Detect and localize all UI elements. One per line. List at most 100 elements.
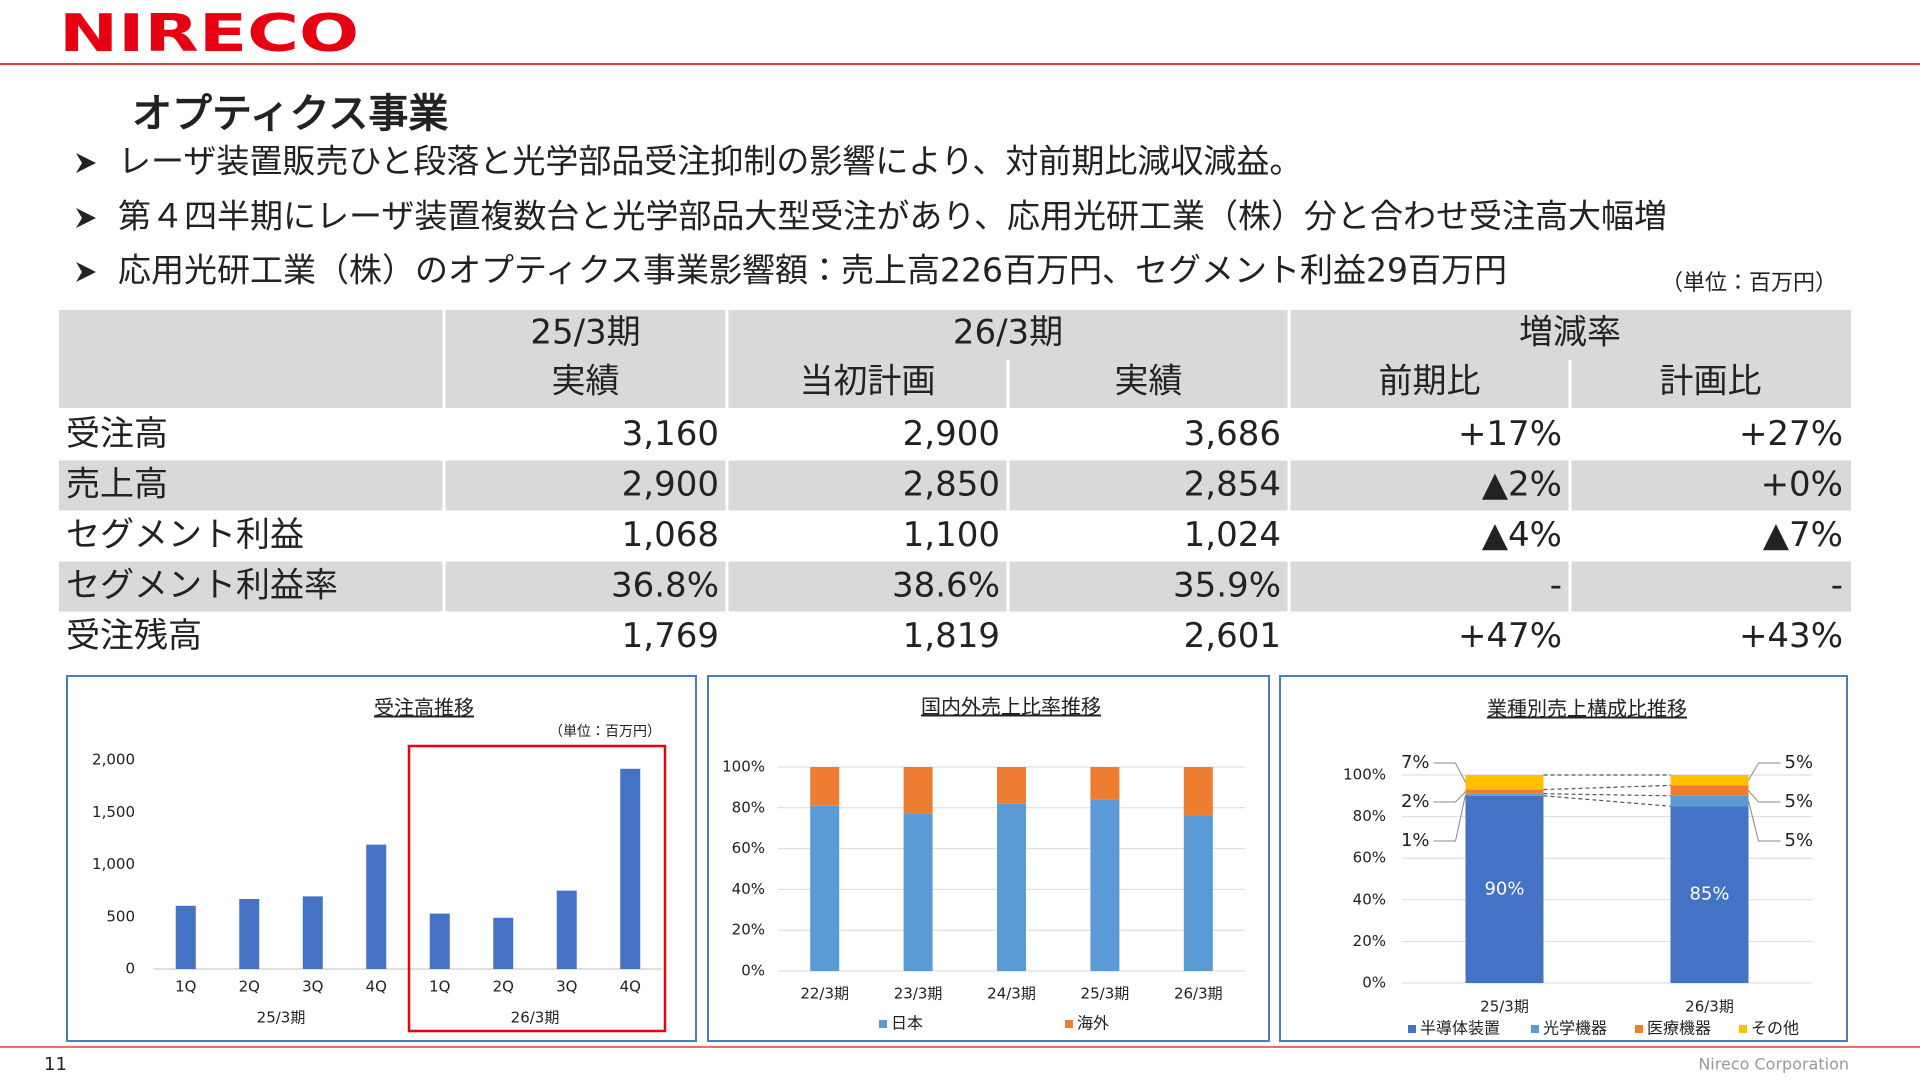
- legend-swatch: [1065, 1020, 1073, 1028]
- bar-segment: [1090, 767, 1120, 800]
- y-tick-label: 2,000: [92, 751, 135, 769]
- column-group: 25/3期: [530, 313, 640, 353]
- x-tick-label: 23/3期: [894, 985, 943, 1003]
- table-cell: ▲7%: [1763, 515, 1843, 555]
- x-tick-label: 4Q: [620, 978, 641, 996]
- y-tick-label: 20%: [1353, 932, 1386, 950]
- table-cell: 1,024: [1184, 515, 1281, 555]
- data-label: 90%: [1484, 878, 1524, 899]
- chart-panel: [707, 675, 1270, 1042]
- chart-title: 業種別売上構成比推移: [1487, 697, 1687, 721]
- x-tick-label: 4Q: [366, 978, 387, 996]
- page-number: 11: [44, 1054, 67, 1075]
- table-cell: +47%: [1458, 616, 1562, 656]
- data-label: 1%: [1401, 830, 1430, 851]
- table-cell: 3,160: [622, 414, 719, 454]
- leader-line: [1433, 791, 1466, 803]
- table-cell: 3,686: [1184, 414, 1281, 454]
- y-tick-label: 0: [125, 960, 135, 978]
- logo: NIRECO: [59, 4, 359, 64]
- chart-title: 受注高推移: [374, 696, 474, 720]
- x-tick-label: 1Q: [429, 978, 450, 996]
- series-line: [1543, 795, 1671, 807]
- bullet-text: 第４四半期にレーザ装置複数台と光学部品大型受注があり、応用光研工業（株）分と合わ…: [118, 197, 1667, 236]
- column-header: 実績: [552, 362, 620, 402]
- bar-segment: [1183, 767, 1213, 816]
- bar-segment: [997, 803, 1026, 971]
- bar: [302, 896, 323, 969]
- table: 受注高 3,160 2,900 3,686 +17% +27% 売上高 2,900 2,850 2…: [59, 310, 1851, 661]
- bullet-marker: [76, 262, 96, 282]
- bar: [429, 913, 450, 969]
- table-cell: +27%: [1739, 414, 1843, 454]
- bar-segment: [997, 767, 1026, 804]
- data-label: 2%: [1401, 791, 1430, 812]
- chart-unit: （単位：百万円）: [549, 724, 661, 740]
- y-tick-label: 100%: [722, 758, 765, 776]
- bar: [239, 898, 260, 969]
- table-cell: -: [1831, 566, 1843, 606]
- legend-label: 日本: [891, 1014, 923, 1033]
- y-tick-label: 40%: [1353, 890, 1386, 908]
- bullet-marker: [76, 153, 96, 173]
- x-tick-label: 26/3期: [1174, 985, 1223, 1003]
- x-tick-label: 1Q: [175, 978, 196, 996]
- table-header-bg: [59, 310, 1851, 408]
- x-tick-label: 24/3期: [987, 985, 1036, 1003]
- bar-segment: [1465, 775, 1544, 790]
- bar: [366, 844, 387, 969]
- table-cell: 36.8%: [611, 566, 719, 606]
- column-group: 26/3期: [953, 313, 1063, 353]
- bar-segment: [810, 767, 840, 806]
- column-header: 前期比: [1379, 362, 1481, 402]
- bar-segment: [903, 767, 933, 814]
- column-header: 実績: [1115, 362, 1183, 402]
- series-line: [1543, 784, 1671, 791]
- legend-label: 光学機器: [1543, 1019, 1607, 1038]
- legend-label: 海外: [1077, 1014, 1109, 1033]
- leader-line: [1433, 794, 1466, 842]
- bullet-text: レーザ装置販売ひと段落と光学部品受注抑制の影響により、対前期比減収減益。: [118, 142, 1302, 181]
- x-tick-label: 3Q: [302, 978, 323, 996]
- chart-panel: [66, 675, 697, 1042]
- leader-line: [1748, 762, 1781, 781]
- slide-title: オプティクス事業: [132, 91, 448, 137]
- company-name: Nireco Corporation: [1698, 1055, 1849, 1074]
- y-tick-label: 0%: [1362, 974, 1386, 992]
- legend-swatch: [1635, 1025, 1643, 1033]
- legend-label: 半導体装置: [1420, 1019, 1500, 1038]
- table-cell: 1,100: [903, 515, 1000, 555]
- bar-segment: [1465, 793, 1544, 796]
- y-tick-label: 1,500: [92, 803, 135, 821]
- y-tick-label: 20%: [732, 921, 765, 939]
- bar-segment: [1090, 799, 1120, 971]
- table-cell: +43%: [1739, 616, 1843, 656]
- bar-segment: [1183, 815, 1213, 971]
- row-label: セグメント利益率: [66, 566, 338, 606]
- bullet-text: 応用光研工業（株）のオプティクス事業影響額：売上高226百万円、セグメント利益2…: [118, 251, 1507, 290]
- y-tick-label: 60%: [732, 839, 765, 857]
- legend-label: その他: [1751, 1019, 1799, 1038]
- table-cell: 1,769: [622, 616, 719, 656]
- y-tick-label: 0%: [741, 962, 765, 980]
- chart: 国内外売上比率推移 0% 20% 40% 60% 80% 100% 22/3期 23/3期 24/…: [722, 695, 1245, 1033]
- chart-title: 国内外売上比率推移: [921, 695, 1101, 719]
- bar-segment: [810, 805, 840, 971]
- legend-swatch: [1531, 1025, 1539, 1033]
- y-tick-label: 80%: [732, 798, 765, 816]
- table-cell: 1,819: [903, 616, 1000, 656]
- chart: 受注高推移 （単位：百万円） 0 500 1,000 1,500 2,000 1Q 2Q 3Q 4Q…: [92, 696, 667, 1033]
- table-cell: ▲2%: [1482, 465, 1562, 505]
- data-label: 5%: [1785, 752, 1814, 773]
- bar: [493, 917, 514, 969]
- series-line: [1543, 793, 1671, 797]
- x-tick-label: 3Q: [556, 978, 577, 996]
- column-header: 当初計画: [800, 362, 936, 402]
- legend-label: 医療機器: [1647, 1019, 1711, 1038]
- leader-line: [1748, 800, 1781, 842]
- bullet-marker: [76, 208, 96, 228]
- table-cell: -: [1550, 566, 1562, 606]
- row-label: 売上高: [66, 465, 168, 505]
- table-unit: （単位：百万円）: [1661, 271, 1837, 296]
- x-group-label: 26/3期: [511, 1009, 560, 1027]
